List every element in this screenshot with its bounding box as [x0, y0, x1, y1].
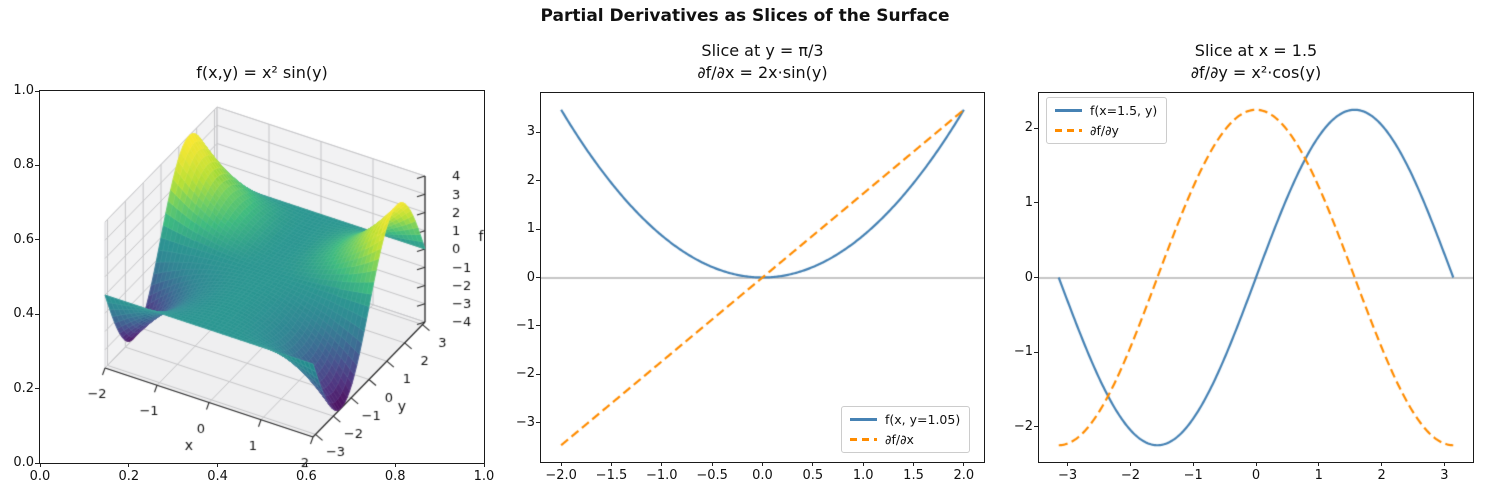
legend-solid-line-sample	[1055, 109, 1082, 112]
tick-label: 0.5	[802, 468, 824, 483]
tick-mark	[711, 462, 713, 466]
slice-at-x-plot-title: Slice at x = 1.5 ∂f/∂y = x²·cos(y)	[1038, 40, 1474, 84]
tick-mark	[762, 462, 763, 466]
tick-mark	[536, 422, 540, 424]
tick-mark	[1255, 462, 1257, 466]
slice-at-y-title-line2: ∂f/∂x = 2x·sin(y)	[697, 63, 828, 82]
tick-label: 1	[526, 221, 535, 237]
slice-at-y-title-line1: Slice at y = π/3	[701, 41, 824, 60]
tick-label: −1.5	[595, 468, 628, 483]
tick-label: 1	[1314, 468, 1323, 483]
tick-label: 0.2	[13, 380, 34, 396]
tick-label: −2	[1120, 468, 1140, 483]
tick-label: 1	[1024, 194, 1033, 210]
tick-mark	[963, 462, 965, 466]
surface-plot-title: f(x,y) = x² sin(y)	[196, 63, 328, 82]
legend-solid-line-sample	[850, 418, 877, 421]
tick-mark	[536, 325, 540, 327]
tick-mark	[1034, 351, 1038, 353]
tick-label: −1.0	[646, 468, 678, 483]
tick-mark	[536, 131, 540, 133]
legend-row: ∂f/∂y	[1055, 122, 1157, 139]
legend-label: f(x=1.5, y)	[1090, 103, 1158, 118]
tick-label: 1.0	[852, 468, 874, 483]
legend-row: ∂f/∂x	[850, 431, 960, 448]
tick-label: 0.0	[752, 468, 773, 483]
slice-at-y-axes: −2.0 −1.5 −1.0 −0.5 0.0 0.5 1.0 1.5 2.0 3 2 1 0 −1 −2 −…	[516, 92, 985, 483]
tick-label: 2	[526, 172, 535, 188]
tick-label: −1	[1183, 468, 1203, 483]
slice-at-y-plot-title: Slice at y = π/3 ∂f/∂x = 2x·sin(y)	[540, 40, 985, 84]
legend-label: ∂f/∂x	[885, 432, 914, 447]
tick-mark	[862, 462, 864, 466]
tick-mark	[536, 277, 540, 278]
tick-label: −1	[515, 317, 535, 333]
tick-mark	[661, 462, 663, 466]
legend-row: f(x, y=1.05)	[850, 411, 960, 428]
slice-at-x-title-line1: Slice at x = 1.5	[1194, 41, 1318, 60]
tick-label: 0.6	[13, 231, 34, 247]
legend-dashed-line-sample	[850, 438, 877, 441]
tick-label: 0.4	[13, 306, 34, 322]
figure-suptitle: Partial Derivatives as Slices of the Sur…	[540, 6, 950, 26]
tick-mark	[560, 462, 562, 466]
tick-label: −0.5	[696, 468, 728, 483]
legend-dashed-line-sample	[1055, 129, 1082, 132]
slice-at-y-legend: f(x, y=1.05) ∂f/∂x	[841, 406, 971, 453]
tick-mark	[536, 228, 540, 230]
tick-mark	[812, 462, 814, 466]
surface-3d-canvas	[30, 80, 500, 480]
tick-mark	[1034, 277, 1038, 278]
tick-label: −1	[1013, 344, 1033, 360]
tick-label: 1.0	[13, 83, 34, 98]
tick-mark	[1034, 426, 1038, 428]
tick-label: 0	[1024, 269, 1033, 285]
legend-row: f(x=1.5, y)	[1055, 102, 1157, 119]
tick-label: 2	[1024, 120, 1033, 136]
tick-mark	[1318, 462, 1320, 466]
tick-label: 0.8	[13, 157, 34, 173]
tick-mark	[913, 462, 915, 466]
tick-mark	[536, 180, 540, 182]
tick-label: −3	[1058, 468, 1078, 483]
slice-at-x-canvas	[1039, 93, 1473, 462]
tick-label: 0	[1251, 468, 1261, 483]
tick-mark	[1381, 462, 1383, 466]
tick-label: 0	[526, 269, 535, 285]
slice-at-y-canvas	[541, 93, 984, 462]
tick-mark	[1129, 462, 1131, 466]
tick-label: −2	[1013, 418, 1033, 434]
tick-mark	[610, 462, 612, 466]
slice-at-x-title-line2: ∂f/∂y = x²·cos(y)	[1190, 63, 1322, 82]
tick-label: 3	[526, 124, 535, 140]
tick-mark	[1034, 127, 1038, 129]
tick-mark	[1034, 202, 1038, 204]
legend-label: ∂f/∂y	[1090, 123, 1119, 138]
tick-label: 1.5	[903, 468, 924, 483]
legend-label: f(x, y=1.05)	[885, 412, 961, 427]
tick-label: 3	[1440, 468, 1449, 483]
tick-mark	[536, 373, 540, 375]
tick-mark	[1443, 462, 1445, 466]
tick-mark	[1067, 462, 1069, 466]
tick-label: −2.0	[545, 468, 577, 483]
slice-at-x-legend: f(x=1.5, y) ∂f/∂y	[1046, 97, 1168, 144]
tick-label: −2	[515, 366, 535, 382]
tick-label: 2	[1377, 468, 1386, 483]
tick-mark	[1192, 462, 1194, 466]
tick-label: 2.0	[953, 468, 975, 483]
tick-label: 0.0	[13, 455, 34, 470]
slice-at-x-axes: −3 −2 −1 0 1 2 3 2 1 0 −1 −2	[1014, 92, 1474, 483]
tick-label: −3	[515, 414, 535, 430]
